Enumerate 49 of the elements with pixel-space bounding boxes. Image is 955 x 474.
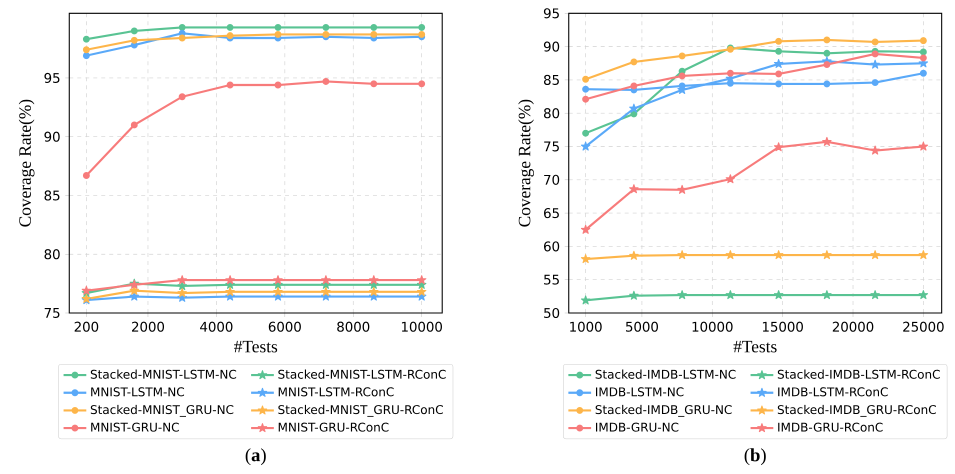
y-tick-label: 70 (544, 174, 560, 185)
legend-label: MNIST-LSTM-NC (91, 387, 184, 396)
x-tick-label: 200 (74, 322, 98, 332)
legend-label: Stacked-IMDB_GRU-RConC (778, 404, 936, 417)
legend-label: MNIST-LSTM-RConC (278, 387, 394, 396)
x-tick-label: 25000 (903, 322, 944, 332)
y-tick-label: 80 (544, 108, 560, 118)
x-tick-label: 20000 (832, 322, 874, 332)
x-tick-label: 6000 (268, 322, 301, 332)
text: (b) (744, 448, 766, 466)
x-tick-label: 10000 (692, 322, 733, 332)
legend-label: Stacked-MNIST_GRU-RConC (278, 404, 443, 417)
y-axis-title: Coverage Rate(%) (518, 100, 534, 227)
y-tick-label: 90 (544, 41, 560, 52)
legend-label: Stacked-MNIST-LSTM-RConC (278, 369, 446, 379)
x-axis-title: #Tests (234, 340, 278, 352)
y-tick-label: 75 (44, 308, 60, 318)
x-tick-label: 5000 (626, 322, 658, 332)
legend-label: Stacked-IMDB_GRU-NC (596, 404, 732, 417)
legend-label: Stacked-MNIST-LSTM-NC (90, 369, 236, 379)
legend-label: MNIST-GRU-NC (91, 422, 179, 432)
x-axis-title: #Tests (734, 340, 777, 352)
text: (a) (246, 448, 266, 466)
legend-label: IMDB-GRU-RConC (778, 422, 883, 432)
y-tick-label: 95 (44, 72, 60, 83)
y-tick-label: 85 (44, 190, 60, 200)
legend-label: MNIST-GRU-RConC (278, 422, 389, 432)
legend-label: IMDB-LSTM-RConC (778, 387, 888, 396)
x-tick-label: 1000 (570, 322, 602, 332)
y-tick-label: 80 (44, 249, 60, 260)
x-tick-label: 4000 (200, 322, 232, 332)
y-tick-label: 75 (544, 141, 559, 152)
x-tick-label: 10000 (402, 322, 442, 332)
y-tick-label: 95 (544, 8, 559, 18)
y-tick-label: 65 (544, 208, 559, 218)
y-tick-label: 90 (44, 132, 60, 142)
y-tick-label: 60 (544, 241, 560, 252)
x-tick-label: 15000 (762, 322, 803, 332)
legend-label: Stacked-IMDB-LSTM-RConC (778, 369, 940, 379)
legend-label: Stacked-IMDB-LSTM-NC (596, 369, 736, 379)
y-tick-label: 50 (544, 308, 560, 318)
y-axis-title: Coverage Rate(%) (18, 100, 34, 227)
legend-label: IMDB-GRU-NC (596, 422, 678, 432)
x-tick-label: 8000 (337, 322, 370, 332)
legend-label: IMDB-LSTM-NC (596, 387, 684, 396)
legend-label: Stacked-MNIST_GRU-NC (90, 404, 234, 417)
x-tick-label: 2000 (132, 322, 164, 332)
y-tick-label: 55 (544, 274, 559, 285)
y-tick-label: 85 (544, 74, 559, 85)
